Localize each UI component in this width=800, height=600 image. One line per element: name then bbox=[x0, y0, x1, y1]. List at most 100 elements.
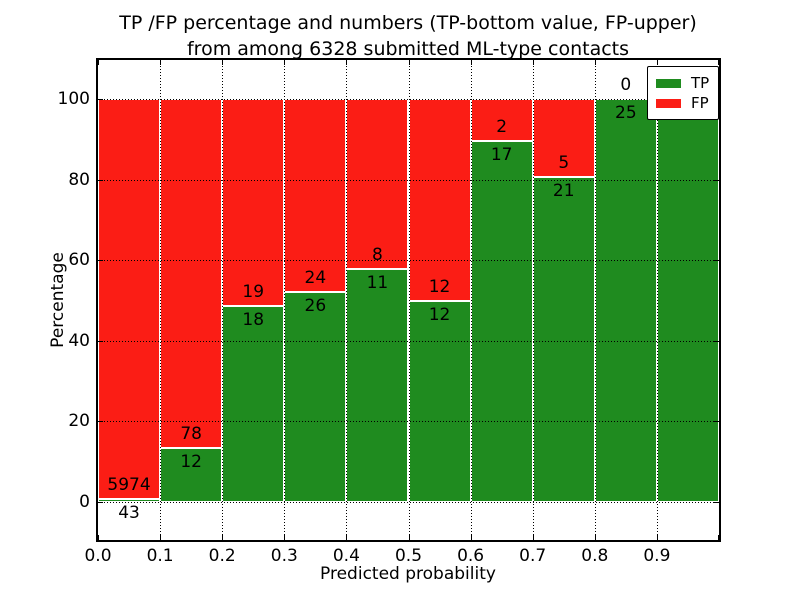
bar-segment-fp bbox=[160, 99, 223, 449]
y-tick-label: 80 bbox=[68, 169, 90, 190]
bar-segment-tp bbox=[594, 99, 657, 502]
x-tick-label: 0.6 bbox=[457, 546, 485, 566]
x-tick-mark bbox=[718, 60, 719, 65]
y-tick-mark bbox=[714, 502, 719, 503]
bar-segment-tp bbox=[532, 176, 595, 502]
legend-label-fp: FP bbox=[691, 94, 709, 112]
x-tick-mark bbox=[160, 535, 162, 540]
bar-label-tp: 12 bbox=[428, 304, 451, 325]
y-tick-mark bbox=[98, 340, 103, 342]
bar-label-tp: 11 bbox=[366, 272, 389, 293]
bar-label-fp: 0 bbox=[620, 75, 632, 95]
x-tick-mark bbox=[284, 60, 286, 65]
x-tick-mark bbox=[98, 60, 99, 65]
x-tick-mark bbox=[470, 535, 472, 540]
x-tick-mark bbox=[594, 60, 596, 65]
x-tick-label: 0.4 bbox=[332, 546, 360, 566]
legend-swatch-tp bbox=[656, 78, 681, 88]
x-tick-mark bbox=[718, 535, 719, 540]
chart-title-line2: from among 6328 submitted ML-type contac… bbox=[186, 38, 630, 60]
legend-entry-fp: FP bbox=[656, 93, 710, 113]
legend-swatch-fp bbox=[656, 98, 681, 108]
bar-segment-tp bbox=[408, 300, 471, 502]
x-tick-mark bbox=[284, 535, 286, 540]
y-tick-mark bbox=[98, 260, 103, 262]
x-tick-mark bbox=[532, 60, 534, 65]
bar-label-tp: 25 bbox=[615, 103, 637, 123]
v-gridline bbox=[284, 60, 286, 540]
v-gridline bbox=[408, 60, 410, 540]
x-tick-label: 0.0 bbox=[84, 546, 112, 566]
bar-label-tp: 12 bbox=[180, 452, 202, 473]
bar-label-tp: 17 bbox=[490, 145, 513, 166]
bar-label-tp: 43 bbox=[118, 503, 140, 524]
bar-segment-fp bbox=[408, 99, 471, 301]
y-tick-mark bbox=[98, 179, 103, 181]
x-tick-mark bbox=[532, 535, 534, 540]
bar-segment-tp bbox=[222, 305, 285, 502]
bar-label-tp: 21 bbox=[552, 180, 575, 201]
bar-segment-fp bbox=[346, 99, 409, 269]
x-tick-label: 0.2 bbox=[208, 546, 236, 566]
x-tick-label: 0.7 bbox=[519, 546, 547, 566]
legend-label-tp: TP bbox=[691, 74, 710, 92]
v-gridline bbox=[346, 60, 348, 540]
bar-label-fp: 2 bbox=[496, 117, 508, 138]
bar-segment-tp bbox=[284, 292, 347, 502]
bar-segment-tp bbox=[470, 141, 533, 502]
y-tick-mark bbox=[714, 179, 719, 181]
bar-label-fp: 12 bbox=[428, 276, 451, 297]
bar-label-fp: 5 bbox=[558, 152, 570, 173]
x-tick-mark bbox=[594, 535, 596, 540]
v-gridline bbox=[222, 60, 224, 540]
x-tick-label: 0.9 bbox=[643, 546, 671, 566]
x-tick-mark bbox=[346, 60, 348, 65]
y-tick-mark bbox=[714, 421, 719, 423]
v-gridline bbox=[532, 60, 534, 540]
y-tick-mark bbox=[98, 502, 103, 503]
y-tick-label: 40 bbox=[68, 330, 90, 351]
x-tick-mark bbox=[656, 60, 658, 65]
bar-label-fp: 19 bbox=[242, 281, 265, 302]
x-axis-label: Predicted probability bbox=[320, 564, 496, 584]
y-tick-label: 100 bbox=[57, 89, 90, 109]
x-tick-label: 0.5 bbox=[394, 546, 423, 566]
y-tick-mark bbox=[98, 421, 103, 423]
bar-label-tp: 18 bbox=[242, 309, 265, 330]
x-tick-mark bbox=[408, 60, 410, 65]
x-tick-mark bbox=[656, 535, 658, 540]
x-tick-mark bbox=[222, 535, 224, 540]
v-gridline bbox=[656, 60, 658, 540]
bar-segment-tp bbox=[346, 268, 409, 502]
bar-segment-tp bbox=[160, 448, 223, 502]
x-tick-label: 0.3 bbox=[270, 546, 298, 566]
x-tick-label: 0.1 bbox=[146, 546, 174, 566]
x-tick-mark bbox=[98, 535, 99, 540]
v-gridline bbox=[470, 60, 472, 540]
chart-title-line1: TP /FP percentage and numbers (TP-bottom… bbox=[119, 12, 697, 34]
bar-segment-fp bbox=[222, 99, 285, 306]
bar-segment-tp bbox=[656, 99, 719, 502]
bar-segment-fp bbox=[470, 99, 533, 142]
bar-label-fp: 8 bbox=[372, 244, 383, 265]
x-tick-label: 0.8 bbox=[581, 546, 609, 566]
plot-area: TP FP 5974 43 78 12 19 18 24 26 8 11 12 12 2 17 5 21 0 25… bbox=[96, 58, 721, 542]
y-tick-label: 60 bbox=[68, 250, 90, 271]
bar-label-fp: 5974 bbox=[107, 475, 151, 496]
v-gridline bbox=[160, 60, 162, 540]
bar-segment-fp bbox=[284, 99, 347, 293]
v-gridline bbox=[594, 60, 596, 540]
bar-label-fp: 24 bbox=[304, 268, 327, 289]
bar-label-fp: 78 bbox=[180, 424, 202, 445]
y-tick-mark bbox=[714, 260, 719, 262]
bar-segment-fp bbox=[532, 99, 595, 177]
x-tick-mark bbox=[346, 535, 348, 540]
bar-segment-tp bbox=[98, 499, 161, 502]
legend: TP FP bbox=[647, 66, 719, 120]
y-tick-mark bbox=[714, 340, 719, 342]
x-tick-mark bbox=[408, 535, 410, 540]
bar-segment-fp bbox=[98, 99, 161, 500]
legend-entry-tp: TP bbox=[656, 73, 710, 93]
x-tick-mark bbox=[222, 60, 224, 65]
